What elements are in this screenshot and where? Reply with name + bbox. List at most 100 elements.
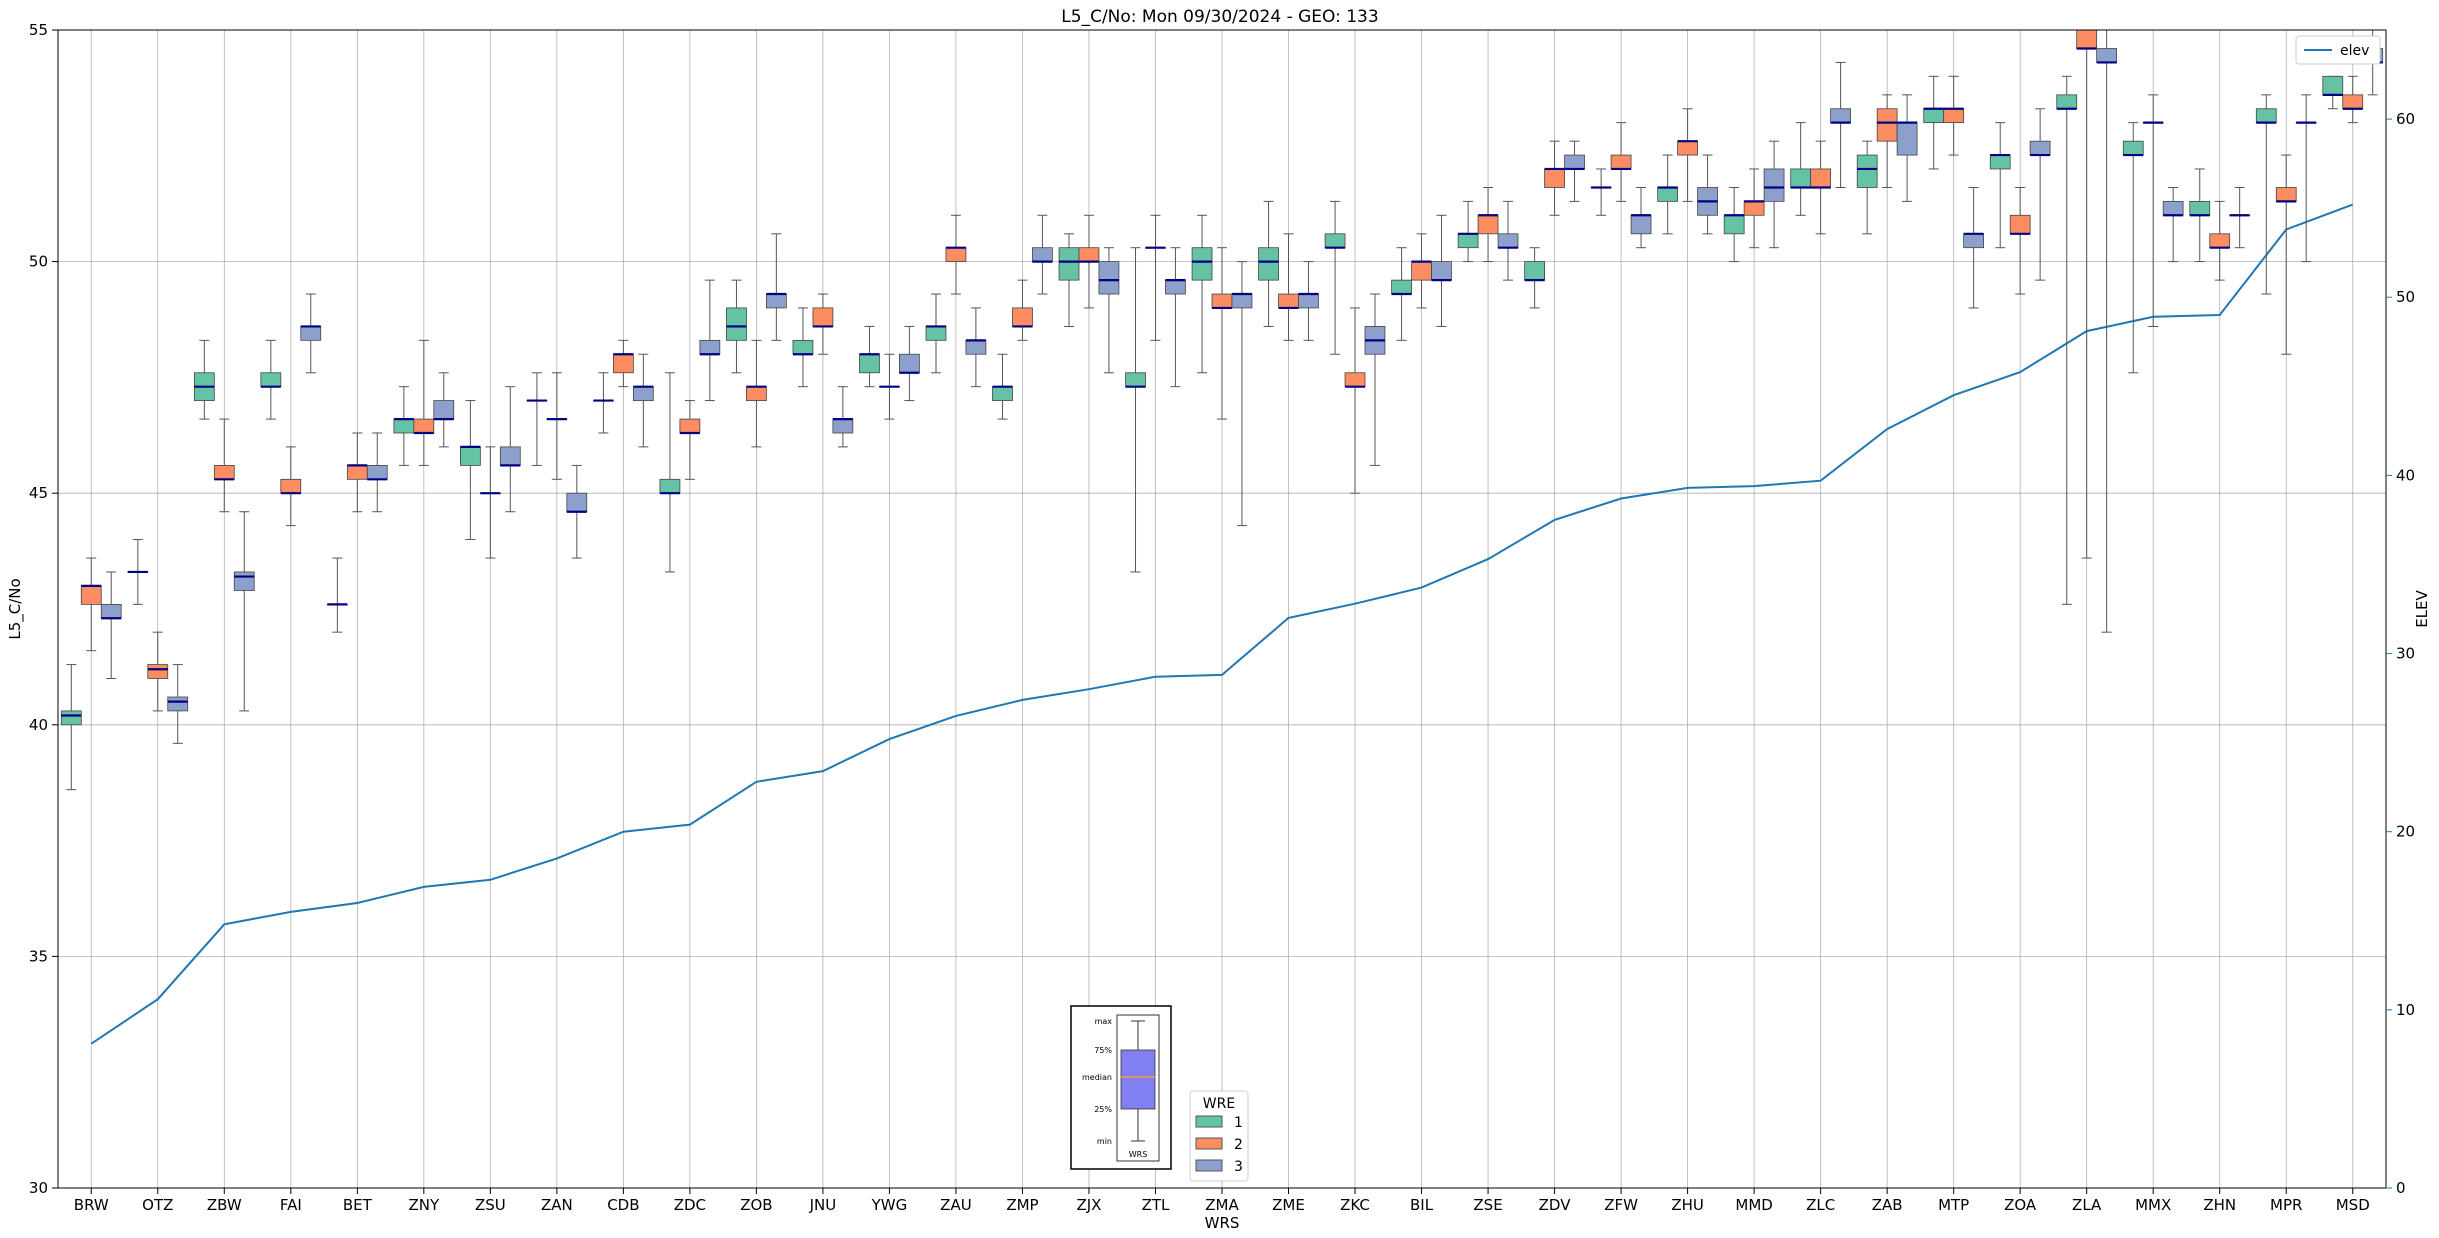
y2-tick-label: 0 xyxy=(2396,1179,2406,1197)
x-tick-label: ZKC xyxy=(1340,1196,1370,1214)
box-wre-3 xyxy=(1165,279,1186,295)
box-wre-3 xyxy=(1231,293,1253,309)
box-wre-3 xyxy=(2029,140,2051,156)
box-wre-3 xyxy=(1298,293,1319,309)
box-group-ZAN xyxy=(526,372,588,559)
box-group-BRW xyxy=(60,557,122,791)
box-group-OTZ xyxy=(127,539,189,744)
box-key-xlabel: WRS xyxy=(1129,1150,1148,1159)
box-wre-3 xyxy=(2162,200,2184,216)
x-axis-ticks: BRW OTZ ZBW FAI BET ZNY ZSU ZAN CDB ZDC ZOB JNU YWG Z… xyxy=(74,1188,2370,1214)
box-wre-1 xyxy=(1524,261,1545,281)
box-wre-1 xyxy=(260,372,282,388)
box-wre-3 xyxy=(632,386,654,401)
box-group-ZDV xyxy=(1524,140,1585,309)
box-wre-3 xyxy=(899,353,920,374)
box-group-ZTL xyxy=(1125,214,1186,573)
box-wre-3 xyxy=(566,492,588,513)
x-tick-label: BRW xyxy=(74,1196,109,1214)
box-wre-1 xyxy=(2056,94,2078,110)
y2-tick-label: 20 xyxy=(2396,823,2415,841)
box-wre-2 xyxy=(80,585,102,605)
box-key-label-max: max xyxy=(1095,1017,1113,1026)
x-tick-label: ZFW xyxy=(1604,1196,1638,1214)
y-tick-label: 30 xyxy=(29,1179,48,1197)
x-tick-label: BET xyxy=(343,1196,373,1214)
box-wre-3 xyxy=(765,293,787,309)
box-wre-3 xyxy=(2096,48,2118,63)
box-wre-1 xyxy=(1191,247,1213,281)
box-wre-3 xyxy=(1963,233,1984,249)
box-group-ZFW xyxy=(1590,122,1652,249)
y2-tick-label: 10 xyxy=(2396,1001,2415,1019)
box-wre-2 xyxy=(1278,293,1299,309)
wre-legend: WRE 1 2 3 xyxy=(1189,1090,1249,1182)
box-wre-2 xyxy=(1544,168,1565,188)
x-tick-label: FAI xyxy=(280,1196,302,1214)
box-wre-2 xyxy=(612,353,634,374)
x-tick-label: YWG xyxy=(871,1196,908,1214)
box-wre-3 xyxy=(1497,233,1519,249)
box-wre-1 xyxy=(1391,279,1412,295)
wre-legend-frame xyxy=(1189,1090,1249,1182)
wre-legend-label-1: 1 xyxy=(1234,1115,1243,1131)
x-tick-label: ZMP xyxy=(1006,1196,1038,1214)
box-wre-3 xyxy=(1830,108,1851,124)
x-tick-label: ZOA xyxy=(2004,1196,2037,1214)
box-key-label-median: median xyxy=(1082,1073,1112,1082)
box-group-ZKC xyxy=(1324,200,1386,494)
box-wre-2 xyxy=(1810,168,1832,188)
box-group-ZAU xyxy=(925,214,987,388)
box-group-ZMP xyxy=(992,214,1053,420)
box-group-ZSU xyxy=(460,386,521,559)
box-wre-3 xyxy=(832,418,854,434)
box-wre-1 xyxy=(1723,214,1745,235)
y-tick-label: 35 xyxy=(29,947,48,965)
box-wre-1 xyxy=(1258,247,1279,281)
x-tick-label: ZMA xyxy=(1205,1196,1239,1214)
box-group-ZLA xyxy=(2056,29,2118,633)
box-wre-1 xyxy=(1657,187,1679,202)
x-tick-label: ZME xyxy=(1272,1196,1305,1214)
box-key-label-75: 75% xyxy=(1094,1046,1112,1055)
x-tick-label: ZSE xyxy=(1473,1196,1502,1214)
box-group-ZJX xyxy=(1058,214,1120,374)
y2-tick-label: 60 xyxy=(2396,110,2415,128)
x-tick-label: ZOB xyxy=(740,1196,772,1214)
elev-line xyxy=(90,203,2354,1045)
box-wre-1 xyxy=(2189,200,2211,216)
y2-axis-title: ELEV xyxy=(2413,589,2431,627)
box-wre-2 xyxy=(1012,307,1033,327)
wre-legend-label-2: 2 xyxy=(1234,1137,1243,1153)
box-wre-1 xyxy=(1923,108,1945,124)
wre-legend-swatch-3 xyxy=(1195,1159,1223,1172)
box-wre-2 xyxy=(2209,233,2231,249)
box-wre-2 xyxy=(346,465,368,480)
x-tick-label: JNU xyxy=(809,1196,837,1214)
box-group-ZHU xyxy=(1657,108,1718,235)
chart-title: L5_C/No: Mon 09/30/2024 - GEO: 133 xyxy=(1061,7,1378,27)
x-tick-label: ZTL xyxy=(1142,1196,1170,1214)
box-group-ZNY xyxy=(393,339,455,466)
y-tick-label: 40 xyxy=(29,716,48,734)
box-group-YWG xyxy=(859,325,920,420)
x-tick-label: MMD xyxy=(1735,1196,1772,1214)
y-tick-label: 45 xyxy=(29,484,48,502)
box-wre-3 xyxy=(965,339,987,355)
elev-legend: elev xyxy=(2295,35,2381,65)
box-key-inset: max 75% median 25% min WRS xyxy=(1070,1005,1172,1170)
box-group-ZOA xyxy=(1989,108,2051,295)
box-wre-2 xyxy=(1876,108,1898,142)
y2-tick-label: 50 xyxy=(2396,288,2415,306)
box-group-ZME xyxy=(1258,200,1319,341)
x-axis-title: WRS xyxy=(1205,1214,1240,1232)
x-tick-label: MMX xyxy=(2135,1196,2171,1214)
x-tick-label: ZAU xyxy=(940,1196,972,1214)
box-wre-1 xyxy=(460,446,481,466)
wre-legend-swatch-1 xyxy=(1195,1115,1223,1128)
x-tick-label: ZHN xyxy=(2203,1196,2236,1214)
box-wre-2 xyxy=(2009,214,2031,235)
box-group-BET xyxy=(326,432,388,633)
box-wre-2 xyxy=(1677,140,1698,156)
